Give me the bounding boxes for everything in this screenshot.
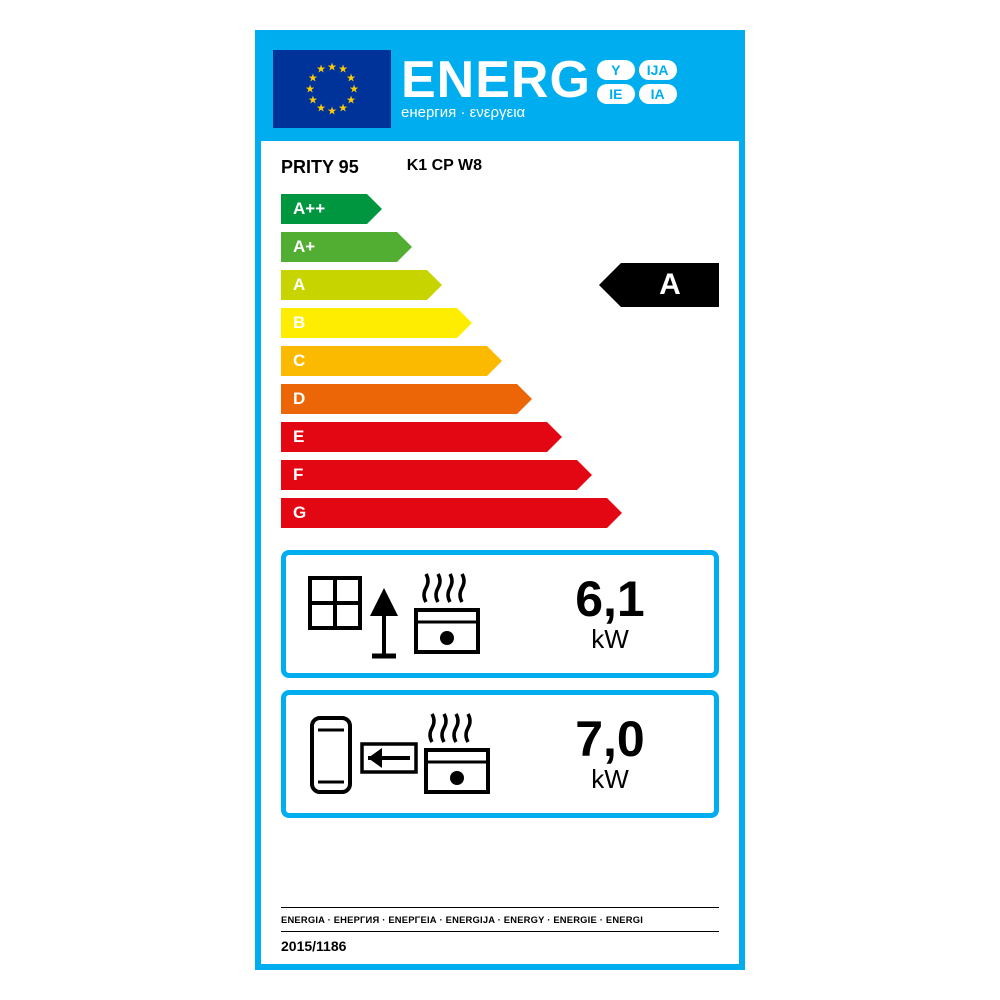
suffix-bubble: IE (597, 84, 635, 104)
efficiency-arrow: A (281, 270, 442, 300)
efficiency-arrow: E (281, 422, 562, 452)
eu-flag-icon: ★★★★★★★★★★★★ (273, 50, 391, 128)
energ-suffix-bubbles: Y IJA IE IA (597, 60, 677, 104)
space-heating-icon (304, 564, 524, 664)
water-heating-unit: kW (524, 764, 696, 795)
efficiency-arrow: A++ (281, 194, 382, 224)
water-heating-icon (304, 704, 524, 804)
water-heating-spec: 7,0 kW (281, 690, 719, 818)
energy-label: ★★★★★★★★★★★★ ENERG Y IJA IE IA енергия ·… (255, 30, 745, 970)
efficiency-scale: A A++A+ABCDEFG (261, 184, 739, 544)
efficiency-arrow-label: A+ (281, 232, 397, 262)
efficiency-arrow-label: C (281, 346, 487, 376)
efficiency-arrow: F (281, 460, 592, 490)
efficiency-arrow-label: F (281, 460, 577, 490)
rating-arrow-label: A (621, 263, 719, 307)
efficiency-arrow-label: A (281, 270, 427, 300)
product-info-row: PRITY 95 K1 CP W8 (261, 141, 739, 184)
footer-regulation: 2015/1186 (281, 938, 719, 954)
model-name: K1 CP W8 (407, 157, 482, 178)
efficiency-arrow-label: G (281, 498, 607, 528)
efficiency-arrow: D (281, 384, 532, 414)
space-heating-unit: kW (524, 624, 696, 655)
label-footer: ENERGIA · ЕНЕРГИЯ · ΕΝΕΡΓΕΙΑ · ENERGIJA … (261, 907, 739, 964)
efficiency-arrow-head (607, 498, 622, 528)
efficiency-arrow-label: E (281, 422, 547, 452)
rating-arrow-head (599, 263, 621, 307)
efficiency-arrow-head (427, 270, 442, 300)
efficiency-arrow-head (487, 346, 502, 376)
energ-title-block: ENERG Y IJA IE IA енергия · ενεργεια (401, 56, 727, 120)
efficiency-arrow-head (367, 194, 382, 224)
efficiency-arrow: G (281, 498, 622, 528)
efficiency-arrow-head (457, 308, 472, 338)
suffix-bubble: Y (597, 60, 635, 80)
water-heating-number: 7,0 (524, 714, 696, 764)
efficiency-arrow-label: B (281, 308, 457, 338)
suffix-bubble: IJA (639, 60, 677, 80)
energ-subtitle: енергия · ενεργεια (401, 104, 727, 121)
efficiency-arrow-head (517, 384, 532, 414)
footer-languages: ENERGIA · ЕНЕРГИЯ · ΕΝΕΡΓΕΙΑ · ENERGIJA … (281, 914, 719, 925)
efficiency-arrow-label: D (281, 384, 517, 414)
suffix-bubble: IA (639, 84, 677, 104)
energ-title: ENERG (401, 56, 591, 105)
efficiency-arrow-label: A++ (281, 194, 367, 224)
footer-divider (281, 931, 719, 932)
manufacturer-name: PRITY 95 (281, 157, 359, 178)
efficiency-arrow: B (281, 308, 472, 338)
space-heating-number: 6,1 (524, 574, 696, 624)
efficiency-arrow: C (281, 346, 502, 376)
efficiency-arrow-head (547, 422, 562, 452)
water-heating-value: 7,0 kW (524, 714, 696, 795)
efficiency-arrow-head (397, 232, 412, 262)
efficiency-arrow-head (577, 460, 592, 490)
space-heating-spec: 6,1 kW (281, 550, 719, 678)
product-rating-arrow: A (599, 263, 719, 307)
label-header: ★★★★★★★★★★★★ ENERG Y IJA IE IA енергия ·… (261, 36, 739, 141)
footer-divider (281, 907, 719, 908)
space-heating-value: 6,1 kW (524, 574, 696, 655)
efficiency-arrow: A+ (281, 232, 412, 262)
